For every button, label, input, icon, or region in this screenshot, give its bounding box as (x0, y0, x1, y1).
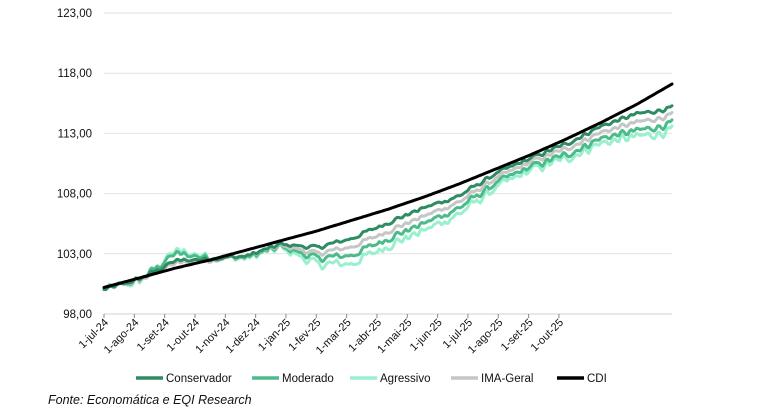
series-layer (102, 82, 674, 292)
x-tick-label: 1-jun-25 (408, 317, 445, 354)
source-note: Fonte: Economática e EQI Research (48, 393, 252, 407)
legend-label-cdi: CDI (587, 373, 607, 385)
series-line-cdi (102, 82, 674, 289)
legend-label-moderado: Moderado (282, 373, 334, 385)
legend: Conservador Moderado Agressivo IMA-Geral CDI (136, 373, 607, 385)
legend-label-conservador: Conservador (166, 373, 232, 385)
y-tick-label: 118,00 (58, 68, 92, 80)
x-tick-label: 1-out-25 (529, 317, 566, 354)
y-tick-label: 103,00 (57, 249, 92, 261)
y-axis: 98,00 103,00 108,00 113,00 118,00 123,00 (57, 8, 92, 321)
y-tick-label: 108,00 (57, 189, 92, 201)
legend-label-ima-geral: IMA-Geral (481, 373, 533, 385)
y-tick-label: 98,00 (63, 309, 92, 321)
series-line-ima-geral (102, 111, 674, 292)
series-line-conservador (102, 104, 674, 291)
x-axis: 1-jul-241-ago-241-set-241-out-241-nov-24… (77, 313, 672, 357)
grid-layer (104, 12, 672, 315)
x-tick-label: 1-jan-25 (256, 317, 293, 354)
series-line-moderado (102, 118, 674, 292)
legend-label-agressivo: Agressivo (380, 373, 431, 385)
y-tick-label: 123,00 (57, 8, 92, 20)
y-tick-label: 113,00 (58, 128, 92, 140)
